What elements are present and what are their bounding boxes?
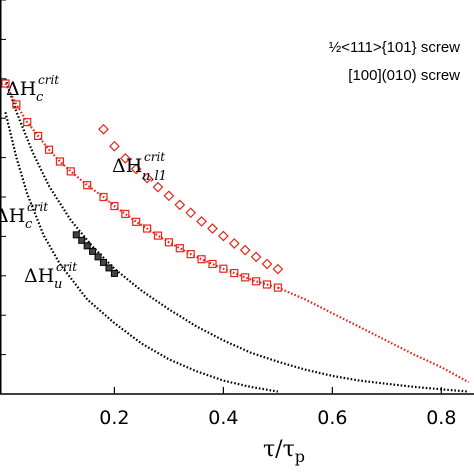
series-line <box>4 82 279 289</box>
data-point-diamond <box>141 172 153 184</box>
data-point-square <box>34 131 43 141</box>
data-point-diamond <box>239 244 251 256</box>
data-point-square <box>219 264 228 273</box>
annotation-red-u: ΔH u,l1 crit <box>112 150 167 184</box>
data-point-square <box>94 253 102 261</box>
annotation-black-u-base: ΔH <box>24 265 54 287</box>
data-point-diamond <box>228 238 240 249</box>
annotation-black-u-sup: crit <box>56 260 77 274</box>
data-point-square <box>230 268 239 278</box>
series-3 <box>277 286 470 384</box>
data-point-diamond <box>98 123 109 135</box>
data-point-diamond <box>109 140 120 152</box>
legend-entry-111-screw: ½<111>{101} screw <box>329 39 460 56</box>
data-point-square <box>197 255 206 264</box>
data-point-square <box>78 236 86 244</box>
data-point-square <box>251 277 261 286</box>
data-point-square <box>110 201 119 211</box>
data-point-diamond <box>250 251 262 263</box>
annotation-black-c-sup: crit <box>38 73 59 87</box>
data-point-diamond <box>272 263 284 275</box>
data-point-square <box>262 280 272 289</box>
data-point-square <box>153 231 163 240</box>
x-tick-label: 0.6 <box>317 407 347 429</box>
data-point-diamond <box>174 199 186 211</box>
data-point-square <box>44 145 54 154</box>
data-point-square <box>110 269 118 277</box>
data-point-square <box>83 181 92 190</box>
data-point-square <box>55 157 65 166</box>
data-point-square <box>105 264 113 272</box>
x-axis-label-main: τ/τ <box>263 437 295 462</box>
series-2 <box>1 79 282 292</box>
data-point-diamond <box>218 230 229 242</box>
legend: ½<111>{101} screw [100](010) screw <box>329 39 460 84</box>
annotation-red-u-sub: u,l1 <box>142 169 167 184</box>
annotation-black-u-sub: u <box>54 277 62 292</box>
data-point-square <box>143 224 152 233</box>
x-axis-label: τ/τp <box>263 437 305 466</box>
data-point-square <box>273 283 282 292</box>
annotation-black-u: ΔH u crit <box>24 260 77 292</box>
annotation-red-c-base: ΔH <box>0 205 25 227</box>
annotation-black-c-sub: c <box>36 90 44 105</box>
series-line <box>4 112 279 393</box>
data-point-square <box>12 100 21 109</box>
data-point-square <box>186 250 195 259</box>
data-point-square <box>72 231 80 239</box>
data-point-square <box>175 244 184 253</box>
annotation-red-u-base: ΔH <box>112 155 142 177</box>
data-point-square <box>164 238 173 247</box>
data-point-diamond <box>261 258 273 270</box>
series-line <box>4 78 469 393</box>
data-point-diamond <box>207 223 218 234</box>
data-point-square <box>1 79 10 88</box>
x-tick-label: 0.8 <box>426 407 456 429</box>
series-5 <box>72 231 118 277</box>
data-point-square <box>132 217 141 226</box>
legend-entry-100-screw: [100](010) screw <box>348 67 460 84</box>
data-point-diamond <box>163 190 175 202</box>
series-line <box>277 286 470 384</box>
data-point-square <box>100 258 108 266</box>
data-point-diamond <box>185 207 197 219</box>
data-point-square <box>99 192 108 202</box>
data-point-diamond <box>196 216 207 227</box>
data-point-square <box>83 242 91 250</box>
ticks-layer: 0.2 0.4 0.6 0.8 <box>0 0 456 429</box>
data-point-square <box>121 209 130 219</box>
data-point-diamond <box>130 163 142 175</box>
x-tick-label: 0.2 <box>99 407 129 429</box>
x-axis-label-subscript: p <box>295 447 305 466</box>
data-point-square <box>66 167 75 176</box>
annotation-red-c-sup: crit <box>27 200 48 214</box>
series-1 <box>4 112 279 393</box>
series-4 <box>98 123 284 275</box>
data-point-diamond <box>119 153 131 164</box>
annotation-red-u-sup: crit <box>144 150 165 164</box>
data-point-square <box>208 259 217 269</box>
annotation-black-c-base: ΔH <box>6 78 36 100</box>
annotation-red-c: ΔH c crit <box>0 200 48 232</box>
series-layer <box>1 78 470 393</box>
annotation-black-c: ΔH c crit <box>6 73 59 105</box>
data-point-square <box>241 273 250 282</box>
series-0 <box>4 78 469 393</box>
annotation-red-c-sub: c <box>25 217 33 232</box>
data-point-diamond <box>152 181 164 193</box>
x-tick-label: 0.4 <box>208 407 238 429</box>
data-point-square <box>23 118 32 127</box>
data-point-square <box>89 247 97 255</box>
